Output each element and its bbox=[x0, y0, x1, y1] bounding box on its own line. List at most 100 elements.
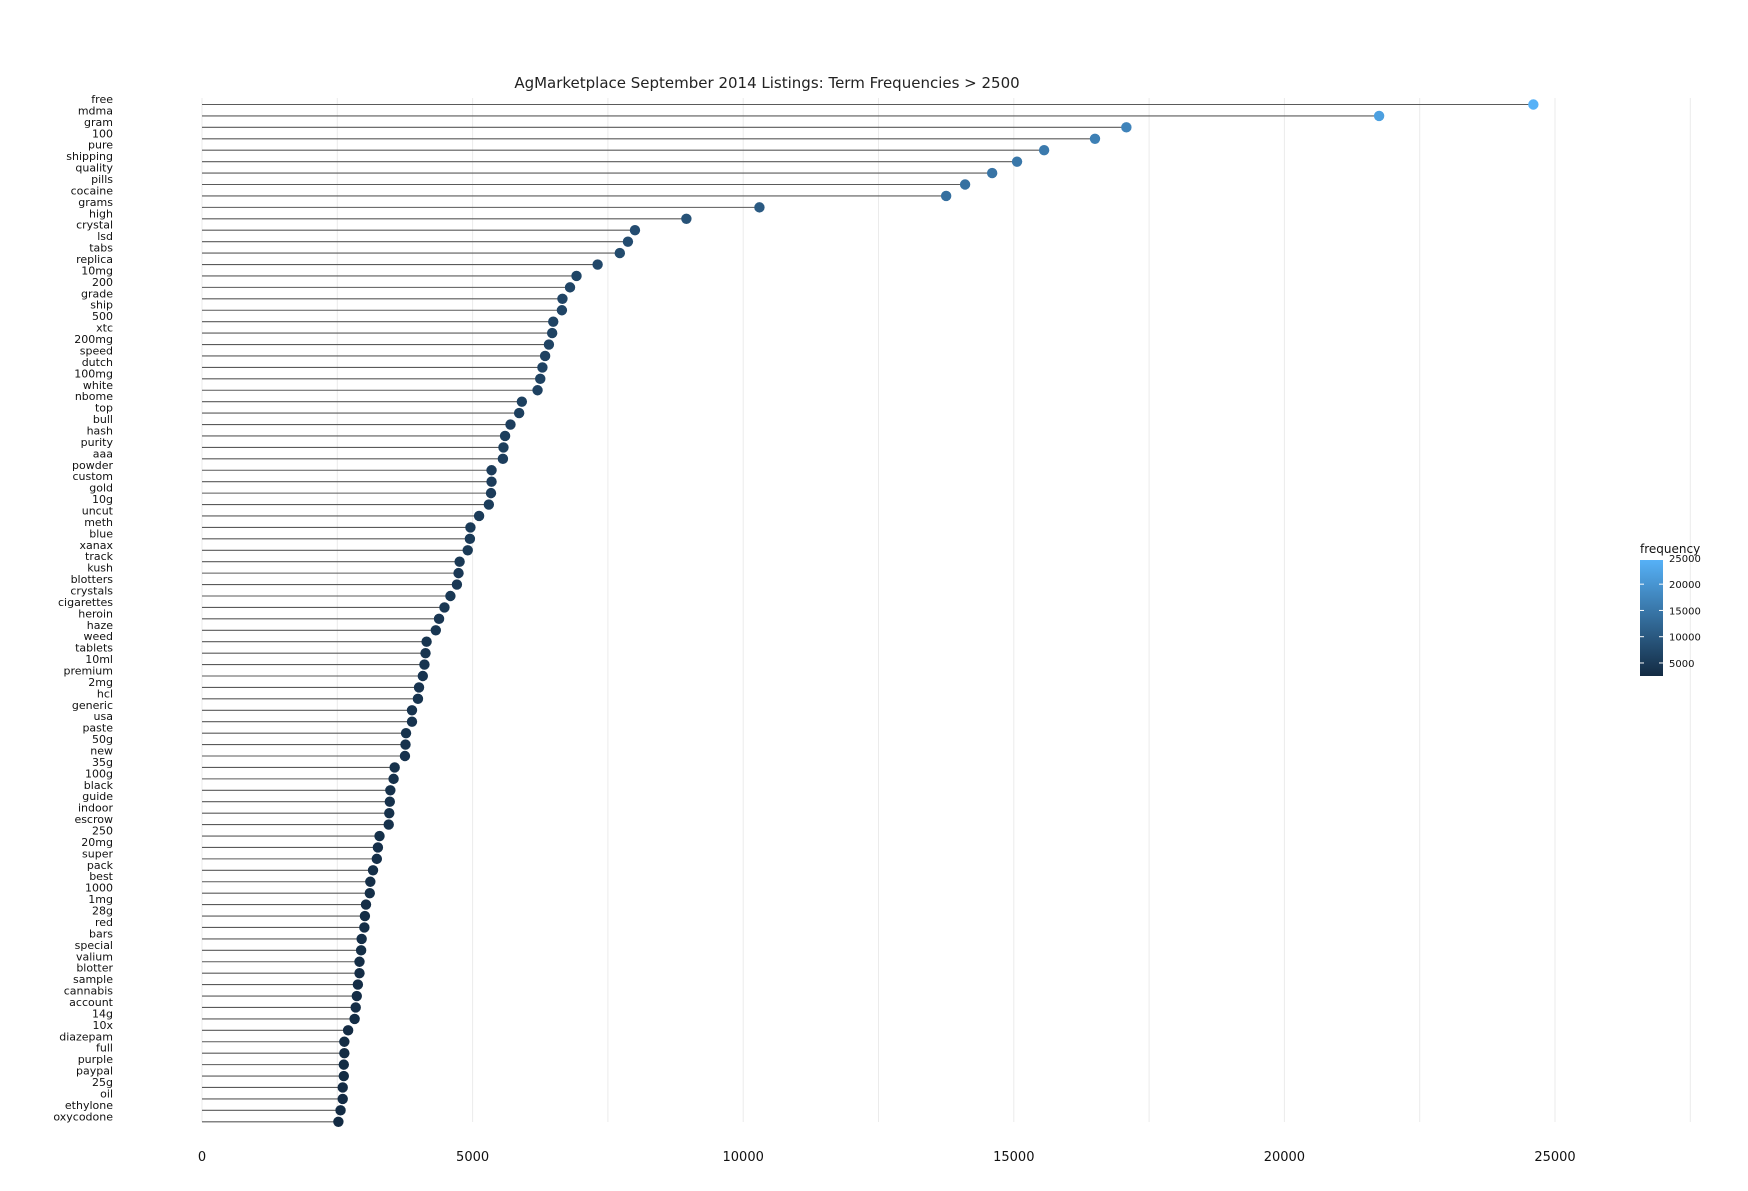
category-label: track bbox=[85, 550, 114, 563]
category-label: 25g bbox=[92, 1076, 113, 1089]
point-tabs bbox=[614, 247, 626, 259]
point-aaa bbox=[497, 453, 509, 465]
point-free bbox=[1528, 99, 1539, 110]
point-gram bbox=[1121, 122, 1132, 133]
point-25g bbox=[337, 1082, 348, 1093]
stems bbox=[202, 103, 1534, 1123]
category-label: escrow bbox=[74, 813, 113, 826]
legend-label: 25000 bbox=[1669, 554, 1701, 565]
category-label: cigarettes bbox=[58, 596, 113, 609]
category-label: paste bbox=[82, 722, 113, 735]
point-track bbox=[454, 556, 465, 567]
point-usa bbox=[406, 716, 418, 727]
point-xanax bbox=[462, 545, 473, 556]
point-cannabis bbox=[351, 990, 362, 1002]
points bbox=[333, 99, 1539, 1127]
category-label: 1mg bbox=[88, 893, 113, 906]
point-crystals bbox=[445, 590, 456, 602]
category-label: bars bbox=[89, 927, 113, 940]
point-red bbox=[359, 922, 370, 933]
point-2mg bbox=[413, 682, 425, 693]
point-blotters bbox=[451, 579, 463, 590]
point-200mg bbox=[543, 339, 555, 350]
category-label: guide bbox=[82, 790, 113, 803]
point-cigarettes bbox=[439, 602, 450, 613]
point-pure bbox=[1038, 145, 1050, 156]
grid-lines bbox=[201, 98, 1691, 1122]
category-label: lsd bbox=[97, 230, 113, 243]
category-label: red bbox=[95, 916, 113, 929]
legend-label: 10000 bbox=[1669, 633, 1701, 644]
point-blue bbox=[464, 533, 476, 545]
point-100g bbox=[388, 773, 399, 785]
category-label: bull bbox=[93, 413, 113, 426]
x-tick-label: 5000 bbox=[456, 1150, 489, 1165]
category-label: premium bbox=[64, 665, 114, 678]
x-tick-label: 15000 bbox=[993, 1150, 1034, 1165]
category-label: full bbox=[96, 1042, 113, 1055]
point-custom bbox=[486, 476, 497, 487]
category-label: crystal bbox=[76, 219, 113, 232]
point-250 bbox=[374, 830, 385, 842]
point-indoor bbox=[384, 807, 395, 819]
point-10ml bbox=[419, 659, 430, 670]
category-label: pills bbox=[91, 173, 113, 186]
point-cocaine bbox=[940, 190, 952, 202]
category-label: blotters bbox=[71, 573, 114, 586]
x-tick-label: 25000 bbox=[1534, 1150, 1575, 1165]
category-label: pack bbox=[87, 859, 114, 872]
point-pack bbox=[367, 865, 379, 876]
point-powder bbox=[486, 465, 497, 476]
category-label: sample bbox=[73, 973, 113, 986]
category-label: grams bbox=[78, 196, 113, 209]
point-nbome bbox=[516, 396, 528, 407]
category-label: weed bbox=[83, 630, 113, 643]
point-replica bbox=[592, 259, 603, 270]
category-label: xanax bbox=[80, 539, 114, 552]
category-label: 20mg bbox=[81, 836, 113, 849]
chart-title: AgMarketplace September 2014 Listings: T… bbox=[514, 74, 1019, 92]
point-20mg bbox=[372, 842, 384, 853]
category-label: free bbox=[91, 93, 113, 106]
category-label: ship bbox=[90, 299, 113, 312]
point-100mg bbox=[535, 373, 546, 385]
point-guide bbox=[384, 796, 395, 807]
category-label: purity bbox=[81, 436, 114, 449]
category-label: 200 bbox=[92, 276, 113, 289]
point-super bbox=[371, 853, 383, 865]
category-label: 200mg bbox=[74, 333, 113, 346]
point-28g bbox=[359, 910, 371, 922]
point-grams bbox=[754, 202, 765, 213]
category-label: special bbox=[75, 939, 113, 952]
category-label: uncut bbox=[82, 504, 114, 517]
category-label: purple bbox=[78, 1053, 114, 1066]
category-label: tabs bbox=[89, 242, 113, 255]
category-label: top bbox=[95, 402, 113, 415]
category-label: 100 bbox=[92, 127, 113, 140]
legend-label: 15000 bbox=[1669, 606, 1701, 617]
category-label: oil bbox=[100, 1087, 113, 1100]
category-label: ethylone bbox=[65, 1099, 113, 1112]
point-meth bbox=[465, 522, 476, 533]
point-ship bbox=[556, 305, 568, 316]
point-premium bbox=[417, 670, 429, 682]
category-label: diazepam bbox=[59, 1030, 113, 1043]
category-label: mdma bbox=[78, 104, 113, 117]
point-pills bbox=[959, 179, 971, 190]
category-label: new bbox=[90, 745, 113, 758]
category-label: 10x bbox=[92, 1019, 113, 1032]
point-new bbox=[399, 750, 411, 762]
point-speed bbox=[539, 350, 551, 362]
point-uncut bbox=[473, 510, 485, 522]
point-purple bbox=[338, 1059, 349, 1070]
category-labels: freemdmagram100pureshippingqualitypillsc… bbox=[53, 93, 113, 1123]
point-ethylone bbox=[335, 1105, 346, 1116]
point-generic bbox=[406, 705, 418, 716]
category-label: paypal bbox=[76, 1065, 113, 1078]
point-blotter bbox=[354, 967, 365, 979]
category-label: account bbox=[69, 996, 114, 1009]
category-label: custom bbox=[72, 470, 113, 483]
category-label: 10ml bbox=[85, 653, 113, 666]
point-shipping bbox=[1011, 156, 1023, 167]
category-label: 100g bbox=[85, 767, 113, 780]
